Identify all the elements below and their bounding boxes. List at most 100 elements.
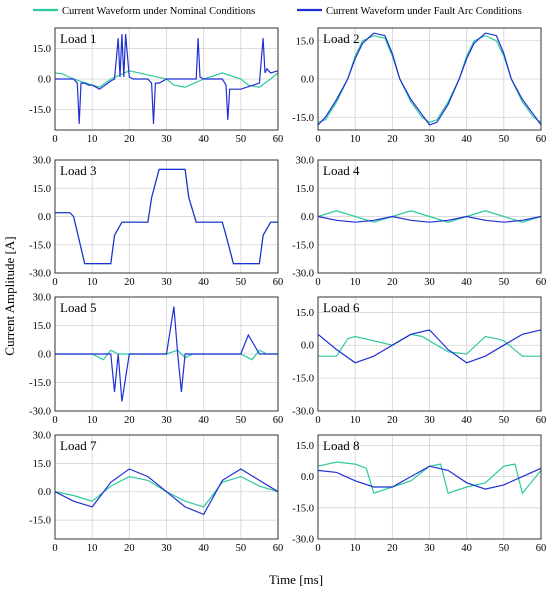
x-tick-label: 10 (350, 134, 361, 145)
y-tick-label: -30.0 (292, 269, 314, 280)
panel-5: 0 10 20 30 40 50 60 -30.0 -15.0 0.0 15.0 30.0 Load 5 (29, 293, 283, 427)
y-tick-label: 15.0 (296, 36, 314, 47)
x-tick-label: 50 (499, 134, 510, 145)
x-tick-label: 50 (499, 543, 510, 554)
panel-label: Load 3 (60, 163, 96, 178)
plot-frame (317, 27, 542, 131)
y-tick-label: 15.0 (33, 459, 51, 470)
panel-4: 0 10 20 30 40 50 60 -30.0 -15.0 0.0 15.0 30.0 Load 4 (292, 156, 546, 289)
x-tick-label: 60 (273, 134, 284, 145)
x-tick-label: 20 (124, 415, 135, 426)
x-tick-label: 40 (198, 277, 209, 288)
plot-frame (54, 159, 279, 274)
x-tick-label: 40 (198, 543, 209, 554)
y-tick-label: 0.0 (38, 487, 51, 498)
x-tick-label: 0 (315, 543, 320, 554)
y-tick-label: 30.0 (296, 156, 314, 167)
plot-frame (54, 296, 279, 412)
y-tick-label: 30.0 (33, 431, 51, 442)
x-tick-label: 10 (87, 277, 98, 288)
x-tick-label: 20 (387, 543, 398, 554)
y-tick-label: -30.0 (292, 535, 314, 546)
x-tick-label: 60 (536, 415, 547, 426)
plot-frame (54, 27, 279, 131)
y-tick-label: 0.0 (38, 212, 51, 223)
y-tick-label: -15.0 (292, 113, 314, 124)
x-tick-label: 30 (161, 543, 172, 554)
x-tick-label: 60 (273, 543, 284, 554)
x-tick-label: 10 (87, 543, 98, 554)
y-tick-label: 15.0 (296, 308, 314, 319)
series-line-fault (317, 32, 542, 126)
x-tick-label: 30 (161, 277, 172, 288)
y-tick-label: 0.0 (38, 75, 51, 86)
y-tick-label: 0.0 (301, 341, 314, 352)
y-tick-label: -15.0 (29, 378, 51, 389)
panels: 0 10 20 30 40 50 60 -15.0 0.0 15.0 Load 1 0 10 20 30 40… (29, 27, 547, 555)
x-tick-label: 20 (124, 134, 135, 145)
y-tick-label: 0.0 (301, 75, 314, 86)
x-tick-label: 10 (87, 415, 98, 426)
y-tick-label: 0.0 (301, 212, 314, 223)
series-line-nominal (317, 210, 542, 223)
x-tick-label: 30 (161, 415, 172, 426)
x-tick-label: 20 (124, 277, 135, 288)
y-tick-label: -15.0 (292, 374, 314, 385)
y-tick-label: 30.0 (33, 156, 51, 167)
y-tick-label: -15.0 (29, 105, 51, 116)
panel-8: 0 10 20 30 40 50 60 -30.0 -15.0 0.0 15.0 Load 8 (292, 434, 547, 554)
x-tick-label: 20 (387, 134, 398, 145)
legend-nominal-label: Current Waveform under Nominal Condition… (62, 6, 255, 17)
x-tick-label: 0 (52, 134, 57, 145)
series-line-nominal (318, 333, 541, 357)
series-line-fault (317, 465, 542, 490)
series-line-fault (55, 168, 278, 265)
x-tick-label: 50 (236, 543, 247, 554)
panel-label: Load 7 (60, 438, 97, 453)
y-tick-label: 15.0 (296, 184, 314, 195)
y-tick-label: 15.0 (296, 441, 314, 452)
plot-frame (317, 296, 542, 412)
x-tick-label: 50 (236, 134, 247, 145)
x-tick-label: 60 (536, 543, 547, 554)
series-line-fault (55, 34, 279, 124)
x-tick-label: 40 (461, 543, 472, 554)
x-tick-label: 10 (350, 277, 361, 288)
y-axis-title: Current Amplitude [A] (2, 236, 17, 355)
x-tick-label: 40 (461, 134, 472, 145)
panel-7: 0 10 20 30 40 50 60 -15.0 0.0 15.0 30.0 Load 7 (29, 431, 283, 555)
series-line-nominal (317, 34, 542, 123)
series-line-fault (54, 468, 279, 516)
panel-label: Load 6 (323, 300, 360, 315)
x-tick-label: 40 (461, 277, 472, 288)
x-tick-label: 30 (424, 277, 435, 288)
legend-fault-label: Current Waveform under Fault Arc Conditi… (326, 6, 522, 17)
series-line-fault (55, 306, 278, 402)
panel-label: Load 1 (60, 31, 96, 46)
x-tick-label: 0 (315, 277, 320, 288)
series-line-nominal (317, 461, 542, 495)
x-tick-label: 30 (424, 134, 435, 145)
x-tick-label: 20 (387, 415, 398, 426)
x-tick-label: 0 (315, 415, 320, 426)
y-tick-label: -30.0 (29, 269, 51, 280)
plot-frame (54, 434, 279, 540)
panel-6: 0 10 20 30 40 50 60 -30.0 -15.0 0.0 15.0 Load 6 (292, 296, 547, 426)
x-tick-label: 10 (87, 134, 98, 145)
x-tick-label: 60 (273, 415, 284, 426)
x-tick-label: 20 (387, 277, 398, 288)
y-tick-label: -30.0 (292, 407, 314, 418)
panel-2: 0 10 20 30 40 50 60 -15.0 0.0 15.0 Load 2 (292, 27, 546, 145)
y-tick-label: 30.0 (33, 293, 51, 304)
panel-1: 0 10 20 30 40 50 60 -15.0 0.0 15.0 Load 1 (29, 27, 284, 145)
x-tick-label: 60 (536, 277, 547, 288)
x-tick-label: 40 (461, 415, 472, 426)
panel-label: Load 8 (323, 438, 359, 453)
y-tick-label: -15.0 (292, 240, 314, 251)
y-tick-label: -15.0 (292, 503, 314, 514)
y-tick-label: -15.0 (29, 516, 51, 527)
x-tick-label: 50 (236, 415, 247, 426)
panel-3: 0 10 20 30 40 50 60 -30.0 -15.0 0.0 15.0 30.0 Load 3 (29, 156, 283, 289)
x-tick-label: 10 (350, 543, 361, 554)
x-tick-label: 40 (198, 415, 209, 426)
